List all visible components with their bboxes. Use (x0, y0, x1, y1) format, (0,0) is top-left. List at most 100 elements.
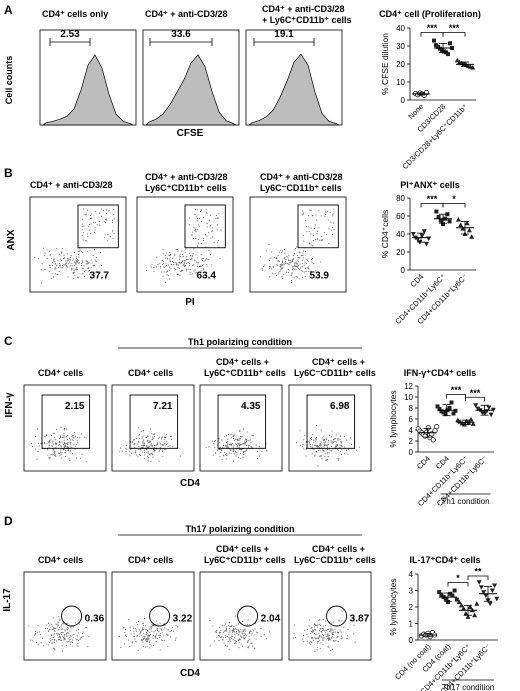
event-dot (299, 263, 301, 265)
event-dot (284, 261, 286, 263)
event-dot (165, 271, 167, 273)
event-dot (63, 435, 65, 437)
event-dot (145, 639, 147, 641)
event-dot (346, 439, 348, 441)
event-dot (315, 629, 317, 631)
event-dot (128, 639, 130, 641)
event-dot (85, 270, 87, 272)
event-dot (141, 437, 143, 439)
event-dot (303, 439, 305, 441)
event-dot (51, 639, 53, 641)
event-dot (81, 262, 83, 264)
event-dot (269, 276, 271, 278)
event-dot (49, 637, 51, 640)
event-dot (147, 453, 149, 455)
event-dot (87, 646, 89, 648)
event-dot (57, 633, 59, 635)
flow-plot: 2.15 (23, 384, 107, 472)
event-dot (163, 640, 165, 642)
event-dot (293, 252, 295, 254)
event-dot (320, 455, 322, 457)
event-dot (81, 264, 83, 267)
event-dot (146, 632, 148, 634)
event-dot (249, 624, 251, 626)
event-dot (94, 221, 96, 223)
event-dot (152, 637, 154, 639)
event-dot (52, 443, 55, 445)
event-dot (229, 626, 231, 628)
event-dot (231, 635, 233, 637)
event-dot (227, 641, 229, 643)
event-dot (358, 446, 360, 448)
event-dot (312, 638, 314, 640)
event-dot (205, 234, 207, 236)
event-dot (82, 218, 84, 220)
event-dot (82, 259, 84, 261)
event-dot (146, 630, 148, 632)
gate (217, 394, 267, 449)
event-dot (67, 266, 69, 268)
event-dot (64, 629, 66, 631)
event-dot (55, 268, 57, 270)
plot-header: CD4⁺ cells + (216, 357, 269, 367)
plot-header: CD4⁺ + anti-CD3/28 (260, 172, 343, 182)
event-dot (191, 257, 193, 259)
event-dot (215, 631, 217, 634)
event-dot (165, 281, 167, 284)
event-dot (135, 454, 137, 456)
event-dot (304, 276, 306, 278)
event-dot (164, 254, 166, 256)
event-dot (76, 258, 78, 260)
event-dot (238, 442, 240, 444)
event-dot (213, 440, 215, 442)
event-dot (220, 229, 222, 231)
event-dot (275, 257, 277, 260)
event-dot (173, 267, 175, 269)
flow-plots-d: 0.36 3.22 2.04 3.87 (23, 571, 372, 661)
event-dot (316, 451, 318, 453)
event-dot (165, 266, 167, 268)
event-dot (333, 208, 335, 210)
data-point (410, 232, 416, 237)
event-dot (63, 429, 65, 431)
event-dot (331, 636, 333, 638)
event-dot (32, 639, 34, 641)
event-dot (306, 258, 308, 261)
event-dot (147, 435, 149, 438)
event-dot (104, 222, 106, 224)
event-dot (325, 441, 327, 443)
event-dot (46, 435, 48, 437)
event-dot (85, 239, 87, 242)
event-dot (159, 649, 161, 651)
event-dot (269, 631, 271, 633)
event-dot (66, 428, 68, 430)
event-dot (305, 270, 307, 273)
event-dot (356, 449, 358, 451)
event-dot (167, 445, 169, 447)
event-dot (238, 439, 240, 441)
event-dot (196, 271, 198, 273)
gate-value: 3.22 (173, 613, 193, 624)
event-dot (251, 642, 253, 644)
event-dot (133, 627, 135, 629)
event-dot (314, 454, 316, 456)
event-dot (192, 231, 194, 233)
event-dot (74, 264, 76, 266)
event-dot (89, 232, 91, 235)
event-dot (300, 444, 302, 446)
event-dot (244, 444, 246, 446)
event-dot (47, 454, 49, 456)
event-dot (243, 634, 245, 637)
event-dot (169, 630, 171, 632)
event-dot (69, 630, 71, 632)
event-dot (79, 457, 81, 459)
event-dot (143, 449, 145, 451)
significance-bracket (420, 203, 444, 208)
event-dot (214, 631, 216, 633)
event-dot (253, 634, 255, 636)
event-dot (318, 630, 321, 632)
event-dot (289, 260, 291, 262)
data-point (470, 65, 476, 70)
event-dot (288, 260, 290, 262)
gate-value: 7.21 (153, 401, 173, 412)
